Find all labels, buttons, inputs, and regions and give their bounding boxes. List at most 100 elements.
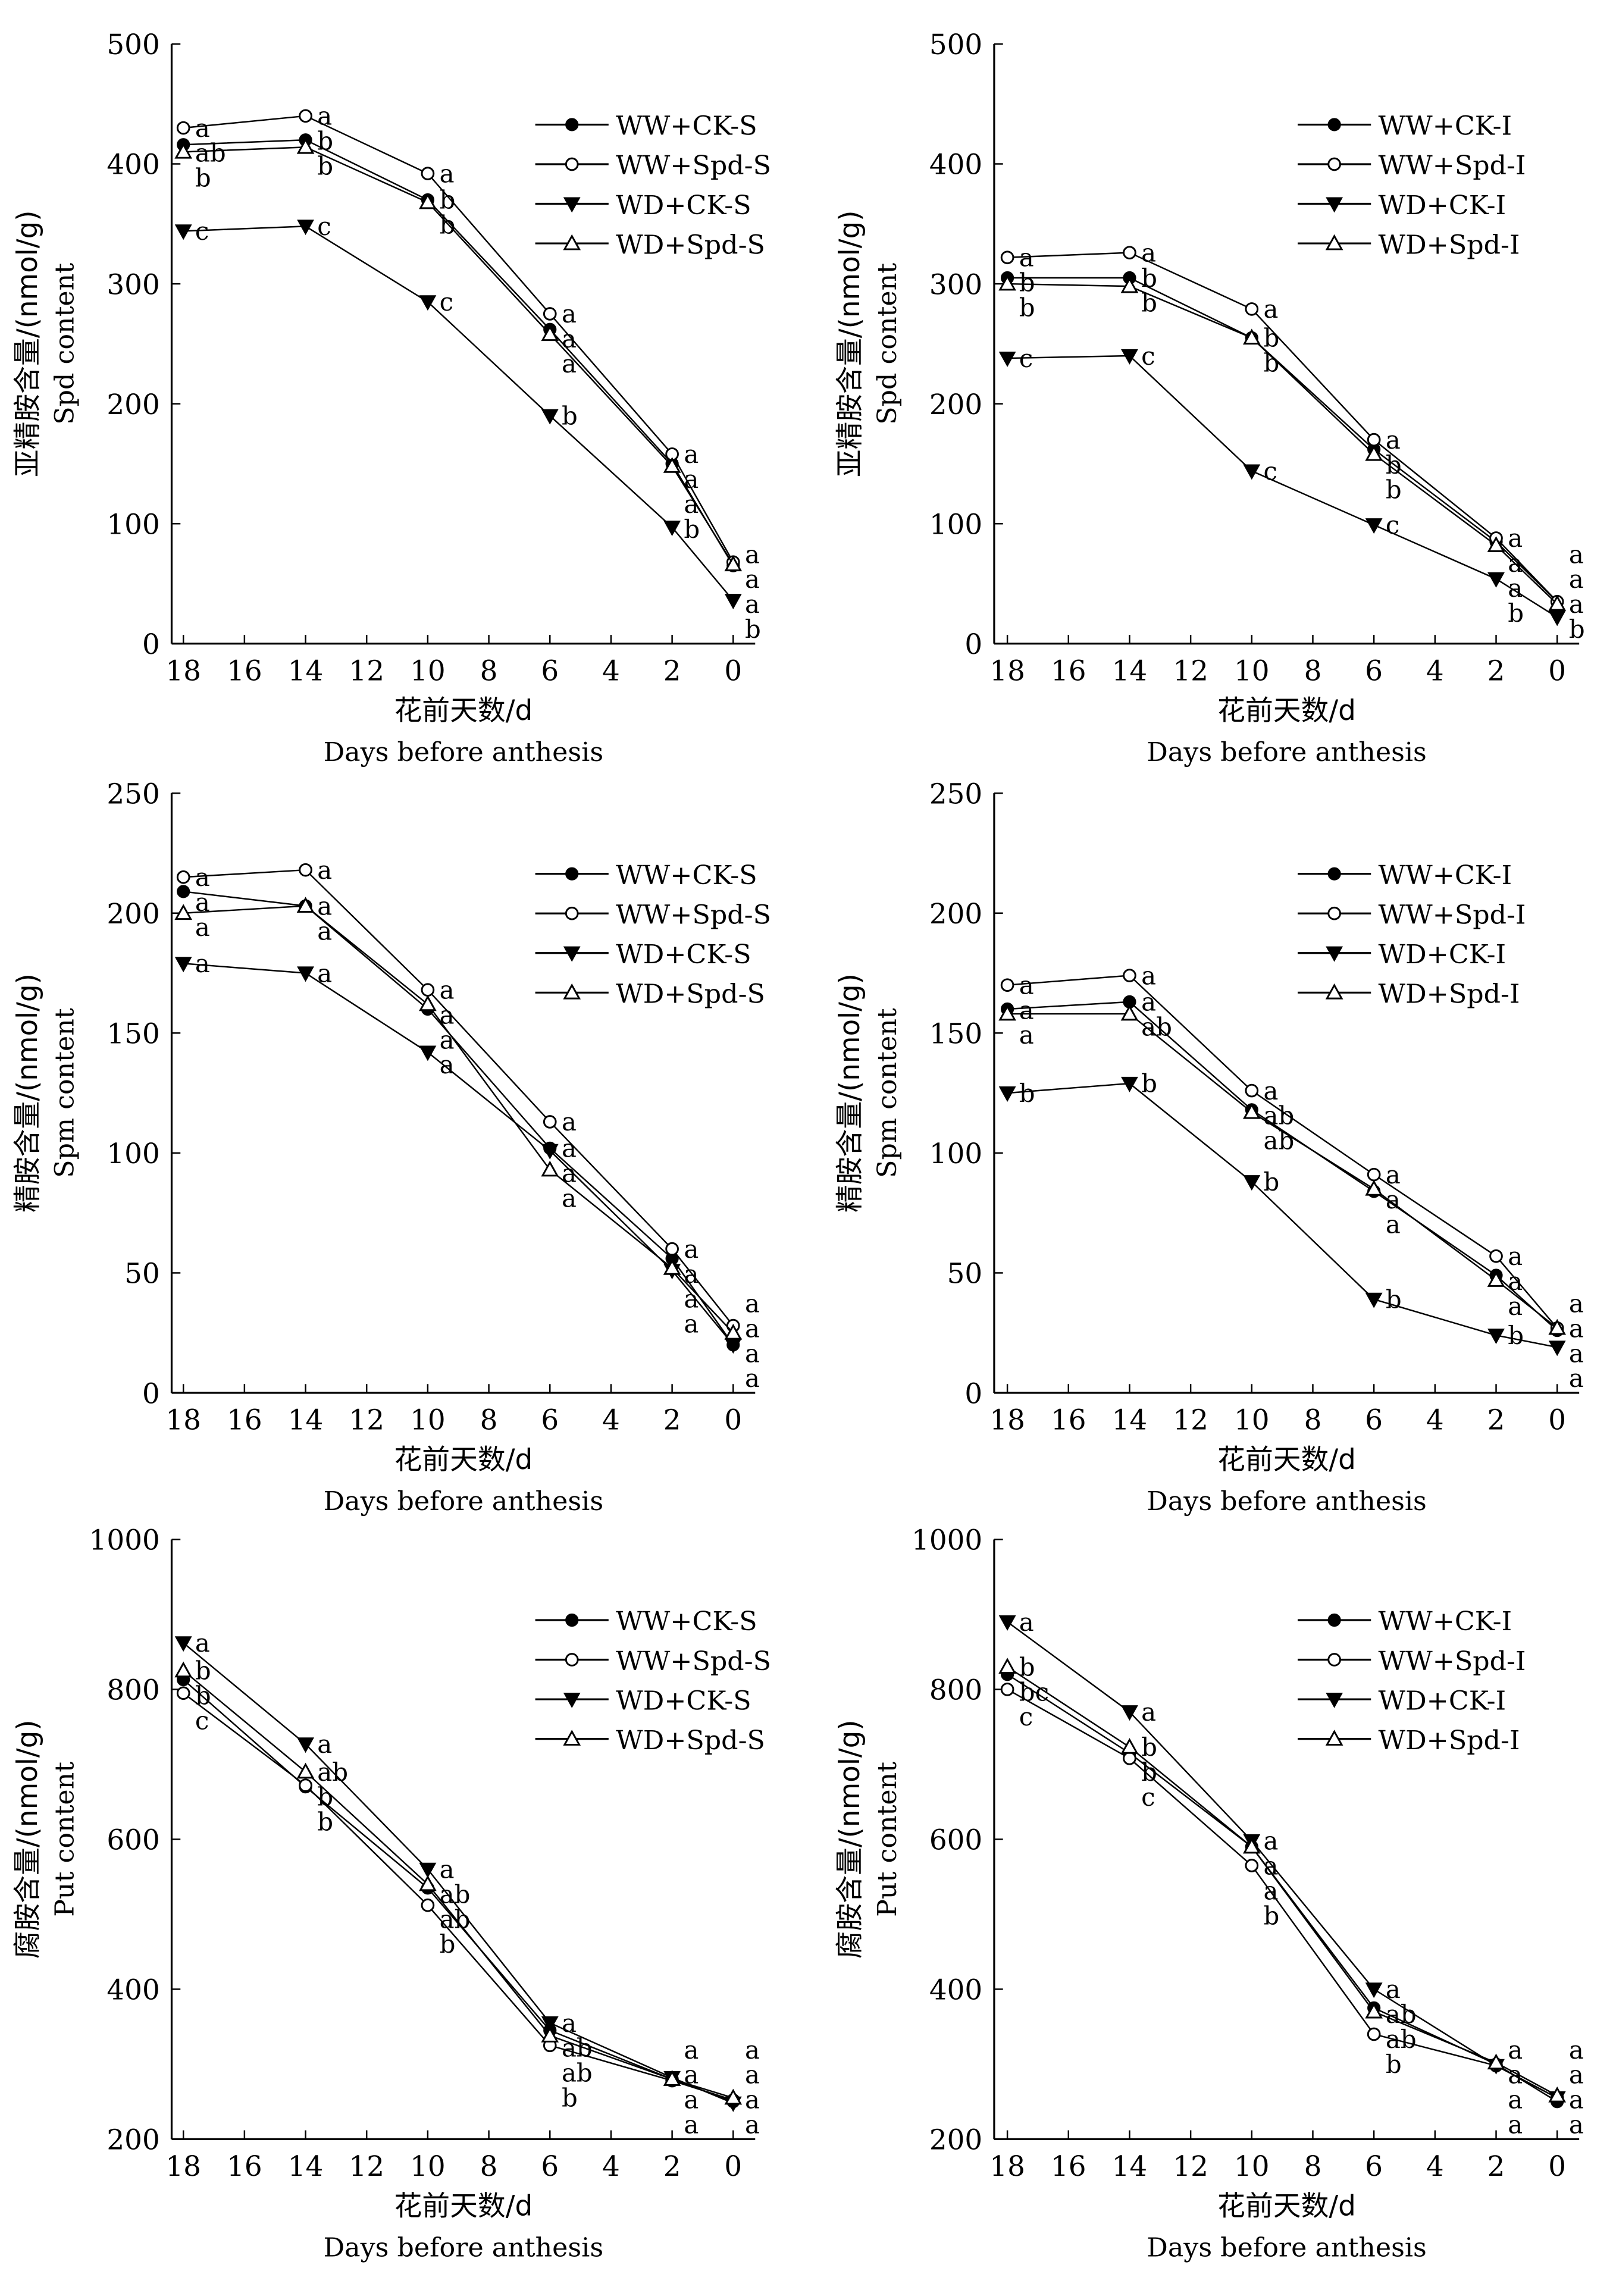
y-tick-label: 0: [964, 629, 982, 661]
x-axis-title: Days before anthesis: [1147, 737, 1426, 768]
legend-marker: [1326, 1692, 1343, 1708]
y-tick-label: 0: [142, 1378, 160, 1410]
significance-letter: a: [1141, 238, 1156, 267]
x-tick-label: 18: [989, 655, 1025, 687]
significance-letter: ab: [1141, 1013, 1172, 1042]
x-tick-label: 2: [1487, 2151, 1505, 2183]
legend-label: WW+Spd-S: [616, 1646, 771, 1677]
x-tick-label: 12: [349, 1405, 384, 1437]
series-WD+CK-S: c c c b b b: [174, 212, 761, 644]
significance-letter: a: [440, 1050, 455, 1079]
legend-marker: [1326, 946, 1343, 962]
significance-letter: b: [562, 402, 578, 431]
x-tick-label: 0: [1548, 655, 1566, 687]
significance-letter: a: [1264, 1076, 1279, 1105]
legend-item: WW+Spd-I: [1298, 900, 1526, 930]
significance-letter: a: [745, 2035, 760, 2065]
data-point: [1000, 978, 1014, 992]
significance-letter: a: [745, 565, 760, 594]
data-point: [1367, 433, 1381, 447]
significance-letter: a: [745, 1289, 760, 1318]
data-point: [1548, 1340, 1566, 1357]
data-point: [421, 983, 435, 997]
significance-letter: b: [562, 2084, 578, 2113]
significance-letter: ab: [317, 1758, 348, 1787]
significance-letter: ab: [1264, 1126, 1295, 1155]
significance-letter: a: [1569, 1364, 1584, 1393]
legend-marker: [1327, 867, 1341, 881]
x-tick-label: 12: [1173, 2151, 1208, 2183]
y-tick-label: 400: [929, 1975, 982, 2007]
data-point: [1121, 1076, 1138, 1092]
legend-label: WW+CK-S: [616, 1606, 757, 1637]
significance-letter: b: [440, 211, 456, 240]
x-axis-title-cn: 花前天数/d: [1217, 695, 1356, 727]
significance-letter: a: [684, 1235, 699, 1264]
data-point: [421, 167, 435, 180]
series-line: [183, 869, 734, 1326]
data-point: [663, 1259, 681, 1275]
significance-letter: a: [1264, 1876, 1279, 1905]
data-point: [1120, 1004, 1139, 1021]
x-tick-label: 18: [989, 1405, 1025, 1437]
data-point: [1548, 610, 1566, 627]
y-tick-label: 400: [107, 1975, 159, 2007]
significance-letter: bc: [1019, 1677, 1049, 1706]
significance-letter: a: [195, 863, 210, 892]
x-tick-label: 0: [724, 655, 742, 687]
series-line: [1007, 252, 1558, 603]
data-point: [998, 1615, 1016, 1631]
legend-marker: [1327, 1613, 1341, 1627]
y-tick-label: 0: [142, 629, 160, 661]
significance-letter: a: [1019, 970, 1034, 1000]
significance-letter: b: [1019, 293, 1035, 322]
x-axis-title: Days before anthesis: [324, 2232, 603, 2263]
significance-letter: a: [745, 1339, 760, 1368]
data-point: [724, 594, 742, 610]
data-point: [541, 2016, 559, 2032]
significance-letter: ab: [1386, 2000, 1417, 2029]
x-tick-label: 8: [480, 1405, 498, 1437]
data-point: [1243, 464, 1261, 480]
x-tick-label: 2: [663, 655, 681, 687]
chart-panel-1: 0 100 200 300 400 500 18 16 14 12 10 8 6 4 2 0 花前天数/d Day…: [12, 29, 771, 768]
series-line: [183, 1669, 734, 2099]
data-point: [663, 521, 681, 537]
data-point: [419, 1862, 437, 1878]
data-point: [1120, 277, 1139, 293]
legend-item: WD+Spd-I: [1298, 1725, 1520, 1756]
series-line: [1007, 355, 1558, 618]
data-point: [1365, 1982, 1383, 1999]
x-tick-label: 18: [165, 655, 201, 687]
legend-marker: [565, 1653, 579, 1667]
data-point: [176, 121, 190, 135]
series-line: [183, 115, 734, 563]
data-point: [299, 1778, 312, 1793]
y-tick-label: 100: [107, 1138, 159, 1170]
series-line: [1007, 1082, 1558, 1348]
data-point: [663, 2070, 681, 2086]
legend-label: WW+CK-I: [1379, 860, 1512, 891]
data-point: [296, 1762, 315, 1779]
legend-marker: [565, 906, 579, 920]
legend-item: WD+CK-S: [535, 1686, 751, 1716]
legend-item: WW+CK-I: [1298, 111, 1512, 142]
legend-item: WW+CK-S: [535, 860, 757, 891]
significance-letter: a: [1569, 590, 1584, 619]
data-point: [1548, 2086, 1567, 2103]
x-tick-label: 12: [1173, 655, 1208, 687]
series-line: [1007, 277, 1558, 603]
x-tick-label: 8: [1304, 2151, 1322, 2183]
legend-marker: [565, 118, 579, 131]
legend-item: WW+Spd-S: [535, 900, 771, 930]
data-point: [724, 2088, 743, 2105]
significance-letter: a: [1508, 2060, 1523, 2090]
legend-marker: [1325, 234, 1343, 250]
data-point: [296, 137, 315, 154]
data-point: [665, 1242, 679, 1256]
legend-label: WW+Spd-I: [1379, 1646, 1526, 1677]
